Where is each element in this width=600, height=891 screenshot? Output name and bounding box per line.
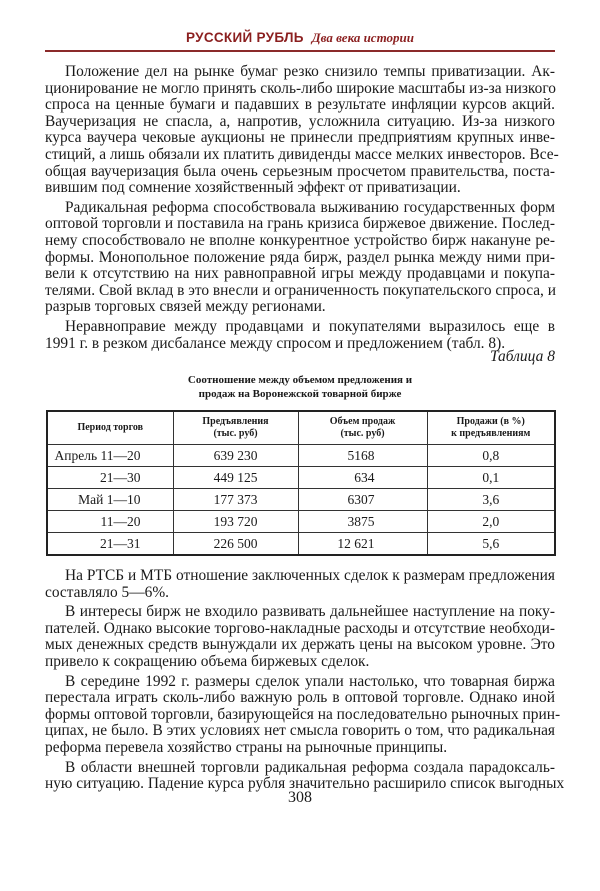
header-text: Продажи (в %): [456, 416, 525, 427]
table-label: Таблица 8: [489, 348, 555, 365]
text-line: В области внешней торговли радикальная р…: [65, 758, 555, 776]
text-line: пателей. Однако высокие торгово-накладны…: [45, 619, 555, 637]
table-cell: 5168: [297, 444, 428, 467]
table-cell: Апрель 11—20: [46, 444, 174, 467]
text-line: ционирование не могло принять сколь-либо…: [45, 79, 556, 97]
text-line: привело к сокращению объема биржевых сде…: [45, 652, 370, 670]
table-cell: Май 1—10: [46, 488, 174, 511]
body-text-top: Положение дел на рынке бумаг резко снизи…: [45, 63, 559, 355]
table-cell: 177 373: [172, 488, 299, 511]
text-line: формы. Монопольное положение ряда бирж, …: [45, 248, 555, 266]
table-row: Май 1—10 177 373 6307 3,6: [46, 488, 556, 511]
paragraph: Неравноправие между продавцами и покупат…: [45, 317, 555, 352]
paragraph: Радикальная реформа способствовала выжив…: [45, 198, 556, 316]
text-line: Радикальная реформа способствовала выжив…: [65, 198, 555, 216]
header-text: к предъявлениям: [451, 428, 531, 439]
text-line: Ваучеризация не спасла, а, напротив, усл…: [45, 112, 555, 130]
text-line: ципах, не было. В этих условиях нет смыс…: [45, 722, 555, 740]
table-cell: 193 720: [172, 510, 299, 533]
table-row: Апрель 11—20 639 230 5168 0,8: [46, 444, 556, 467]
text-line: ную ситуацию. Падение курса рубля значит…: [45, 775, 565, 793]
text-line: Неравноправие между продавцами и покупат…: [65, 317, 555, 335]
paragraph: На РТСБ и МТБ отношение заключенных сдел…: [45, 567, 555, 601]
text-line: спроса на ценные бумаги и падавших в рез…: [45, 96, 555, 114]
text-line: мых денежных средств вынуждали их держат…: [45, 636, 555, 654]
text-line: составляло 5—6%.: [45, 583, 169, 601]
book-subtitle: Два века истории: [311, 30, 414, 45]
header-text: Период торгов: [77, 422, 144, 433]
text-line: формы оптовой торговли, базирующейся на …: [45, 705, 561, 723]
running-header: РУССКИЙ РУБЛЬ Два века истории: [45, 29, 555, 52]
header-text: (тыс. руб): [340, 428, 385, 439]
paragraph: В области внешней торговли радикальная р…: [45, 758, 565, 793]
text-line: перестала играть сколь-либо важную роль …: [45, 689, 555, 707]
table-cell: 634: [297, 466, 428, 489]
header-text: Предъявления: [202, 416, 269, 427]
text-line: Положение дел на рынке бумаг резко снизи…: [65, 63, 555, 80]
text-line: оптовой торговли и поставила на грань кр…: [45, 215, 555, 233]
text-line: стиций, а лишь обязали их платить дивиде…: [45, 145, 559, 163]
text-line: реформа перевела хозяйство страны на рын…: [45, 738, 448, 756]
table-cell: 6307: [297, 488, 428, 511]
caption-line: Соотношение между объемом предложения и: [187, 374, 413, 386]
text-line: В середине 1992 г. размеры сделок упали …: [65, 672, 555, 690]
data-table: Период торгов Предъявления (тыс. руб) Объем…: [46, 410, 556, 556]
table-cell: 449 125: [172, 466, 299, 489]
text-line: На РТСБ и МТБ отношение заключенных сдел…: [65, 567, 555, 584]
table-cell: 3,6: [426, 488, 556, 511]
text-line: нему способствовало не вполне конкурентн…: [45, 231, 555, 249]
table-cell: 21—30: [46, 466, 174, 489]
caption-line: продаж на Воронежской товарной бирже: [198, 388, 402, 400]
column-header: Продажи (в %) к предъявлениям: [426, 410, 556, 445]
table-cell: 0,1: [426, 466, 556, 489]
page-number: 308: [288, 789, 312, 806]
header-text: Объем продаж: [329, 416, 396, 427]
paragraph: В середине 1992 г. размеры сделок упали …: [45, 672, 561, 757]
table-cell: 0,8: [426, 444, 556, 467]
text-line: 1991 г. в резком дисбалансе между спросо…: [45, 334, 506, 352]
column-header: Период торгов: [46, 410, 174, 445]
paragraph: Положение дел на рынке бумаг резко снизи…: [45, 63, 559, 197]
table-cell: 21—31: [46, 532, 174, 556]
table-cell: 639 230: [172, 444, 299, 467]
table-row: 11—20 193 720 3875 2,0: [46, 510, 556, 533]
table-cell: 226 500: [172, 532, 299, 556]
table-cell: 11—20: [46, 510, 174, 533]
table-cell: 3875: [297, 510, 428, 533]
column-header: Объем продаж (тыс. руб): [297, 410, 428, 445]
body-text-bottom: На РТСБ и МТБ отношение заключенных сдел…: [45, 567, 565, 796]
header-text: (тыс. руб): [213, 428, 258, 439]
table-row: 21—31 226 500 12 621 5,6: [46, 532, 556, 556]
text-line: В интересы бирж не входило развивать дал…: [65, 603, 555, 621]
table-cell: 5,6: [426, 532, 556, 556]
text-line: телями. Свой вклад в это внесли и ограни…: [45, 281, 556, 299]
text-line: разрыв торговых связей между регионами.: [45, 298, 326, 316]
text-line: общая ваучеризация была очень серьезным …: [45, 162, 555, 180]
text-line: вели к отсутствию на них равноправной иг…: [45, 265, 555, 283]
book-title: РУССКИЙ РУБЛЬ: [186, 30, 304, 45]
table-caption: Соотношение между объемом предложения и …: [45, 373, 555, 401]
table-row: 21—30 449 125 634 0,1: [46, 466, 556, 489]
table-cell: 12 621: [297, 532, 428, 556]
table-cell: 2,0: [426, 510, 556, 533]
column-header: Предъявления (тыс. руб): [172, 410, 299, 445]
paragraph: В интересы бирж не входило развивать дал…: [45, 604, 555, 670]
text-line: вившим под сомнение хозяйственный эффект…: [45, 179, 461, 197]
text-line: курса ваучера чековые аукционы не принес…: [45, 129, 555, 147]
